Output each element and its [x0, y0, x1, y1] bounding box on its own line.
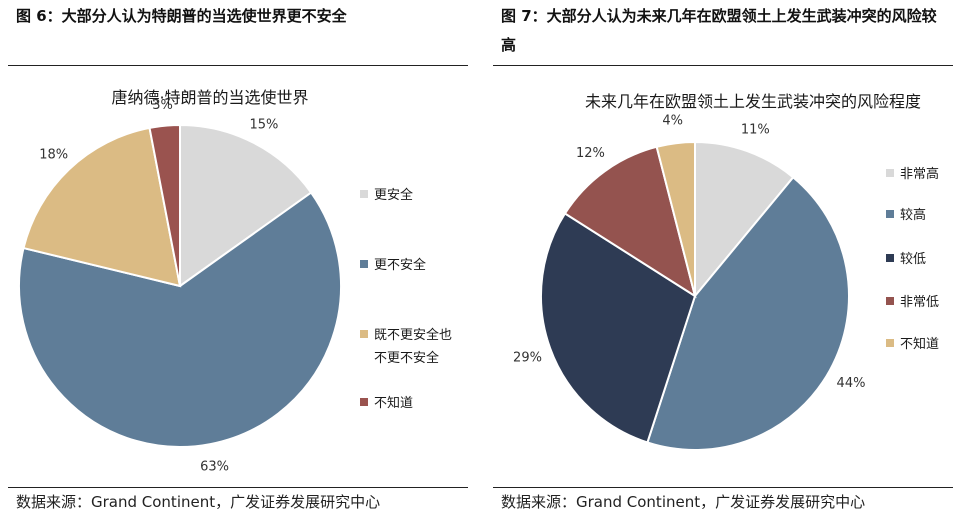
legend-swatch-4 [360, 398, 368, 406]
legend-label-4: 非常低 [900, 295, 939, 310]
chart-title: 唐纳德·特朗普的当选使世界 [111, 88, 308, 107]
figure-7-panel: 图 7：大部分人认为未来几年在欧盟领土上发生武装冲突的风险较高 未来几年在欧盟领… [485, 0, 970, 518]
legend-swatch-1 [886, 169, 894, 177]
pie-slice-1 [694, 140, 795, 299]
legend-label-1: 更安全 [374, 187, 413, 203]
figure-7-bottom-rule [493, 487, 953, 488]
slice-value-label-2: 44% [837, 376, 866, 391]
slice-value-label-4: 3% [152, 98, 173, 113]
legend-label-2: 较高 [900, 207, 926, 223]
legend-label-3: 较低 [900, 252, 926, 267]
pie-slice-4 [148, 123, 181, 287]
legend-label-2: 更不安全 [374, 257, 426, 273]
legend-label-1: 非常高 [900, 166, 939, 182]
figure-6-panel: 图 6：大部分人认为特朗普的当选使世界更不安全 唐纳德·特朗普的当选使世界 15%… [8, 7, 468, 511]
figure-6-source: 数据来源：Grand Continent，广发证券发展研究中心 [16, 493, 381, 511]
figure-6-bottom-rule [8, 487, 468, 488]
legend-label-4: 不知道 [374, 395, 413, 411]
figure-7-title: 图 7：大部分人认为未来几年在欧盟领土上发生武装冲突的风险较高 [501, 7, 937, 54]
pie-slice-4 [563, 145, 697, 299]
legend-swatch-4 [886, 297, 894, 305]
slice-value-label-3: 18% [39, 148, 68, 163]
slice-value-label-2: 63% [200, 460, 229, 475]
legend-label-3: 既不更安全也 [374, 327, 452, 343]
trump-election-pie-chart: 唐纳德·特朗普的当选使世界 15% 63% 18% 3% 更安全更不安全既不更安全也不更不… [18, 88, 452, 475]
legend-swatch-3 [360, 330, 368, 338]
slice-value-label-1: 11% [741, 123, 770, 138]
legend-swatch-3 [886, 254, 894, 262]
slice-value-label-4: 12% [576, 146, 605, 161]
pie-slice-5 [655, 140, 696, 297]
pie-slice-3 [22, 126, 182, 288]
legend-swatch-2 [360, 260, 368, 268]
pie-slice-3 [540, 212, 697, 444]
figure-6-title: 图 6：大部分人认为特朗普的当选使世界更不安全 [16, 7, 347, 25]
figure-7-source: 数据来源：Grand Continent，广发证券发展研究中心 [501, 493, 866, 511]
figure-7-top-rule [493, 65, 953, 66]
chart-title: 未来几年在欧盟领土上发生武装冲突的风险程度 [585, 92, 921, 111]
slice-value-label-1: 15% [249, 117, 278, 132]
eu-conflict-risk-pie-chart: 未来几年在欧盟领土上发生武装冲突的风险程度 11% 44% 29% 12% 4% 非常高较高… [513, 92, 939, 451]
legend-swatch-2 [886, 210, 894, 218]
legend-label-3: 不更不安全 [374, 350, 439, 366]
legend-swatch-5 [886, 339, 894, 347]
pie-slice-1 [179, 123, 313, 288]
legend-label-5: 不知道 [900, 336, 939, 352]
pie-slice-2 [18, 191, 342, 448]
legend-swatch-1 [360, 190, 368, 198]
figure-6-top-rule [8, 65, 468, 66]
slice-value-label-3: 29% [513, 350, 542, 365]
pie-slice-2 [646, 175, 850, 451]
slice-value-label-5: 4% [662, 113, 683, 128]
